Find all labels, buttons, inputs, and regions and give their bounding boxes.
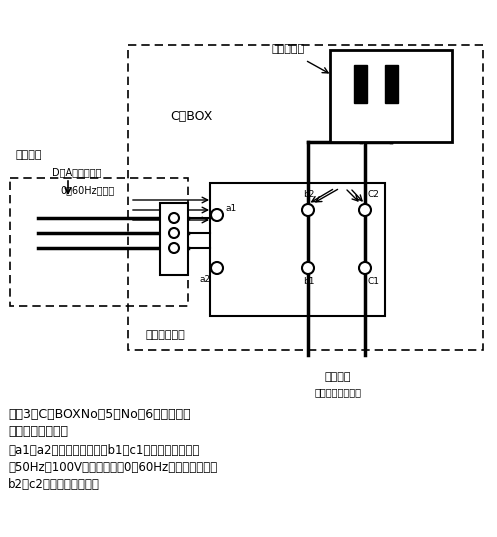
Text: インバーター: インバーター — [145, 330, 185, 340]
Text: C1: C1 — [367, 277, 379, 286]
Circle shape — [359, 204, 371, 216]
Text: D／A変換ボード: D／A変換ボード — [52, 167, 101, 177]
Text: 0～60Hzに変換: 0～60Hzに変換 — [60, 185, 114, 195]
Text: C2: C2 — [367, 190, 379, 199]
Circle shape — [169, 228, 179, 238]
Text: b1: b1 — [303, 277, 315, 286]
Text: b2: b2 — [303, 190, 315, 199]
Text: 図－3　C－BOXNo．5，No．6コンセント: 図－3 C－BOXNo．5，No．6コンセント — [8, 408, 191, 421]
Circle shape — [302, 262, 314, 274]
Circle shape — [302, 204, 314, 216]
Bar — [354, 65, 367, 103]
Text: a2: a2 — [199, 275, 210, 284]
Circle shape — [169, 243, 179, 253]
Circle shape — [169, 213, 179, 223]
Bar — [385, 65, 398, 103]
Text: a1，a2間の電圧に応じ，b1，c1に供給される電力: a1，a2間の電圧に応じ，b1，c1に供給される電力 — [8, 444, 199, 457]
Text: b2，c2から出力される。: b2，c2から出力される。 — [8, 478, 100, 491]
Text: C－BOX: C－BOX — [170, 110, 212, 123]
Polygon shape — [210, 183, 385, 316]
Text: a1: a1 — [225, 204, 236, 213]
Text: パソコン: パソコン — [15, 150, 42, 160]
Text: （50Hz，100V）の周波数が0～60Hzに変換されて，: （50Hz，100V）の周波数が0～60Hzに変換されて， — [8, 461, 217, 474]
Text: の仕組み: の仕組み — [8, 425, 68, 438]
Circle shape — [211, 262, 223, 274]
Text: ５０Ｈｚ: ５０Ｈｚ — [325, 372, 351, 382]
Circle shape — [211, 209, 223, 221]
Bar — [160, 203, 188, 275]
Bar — [330, 50, 452, 142]
Circle shape — [359, 262, 371, 274]
Text: （ＡＣ１００Ｖ）: （ＡＣ１００Ｖ） — [315, 387, 361, 397]
Text: コンセント: コンセント — [272, 44, 305, 54]
